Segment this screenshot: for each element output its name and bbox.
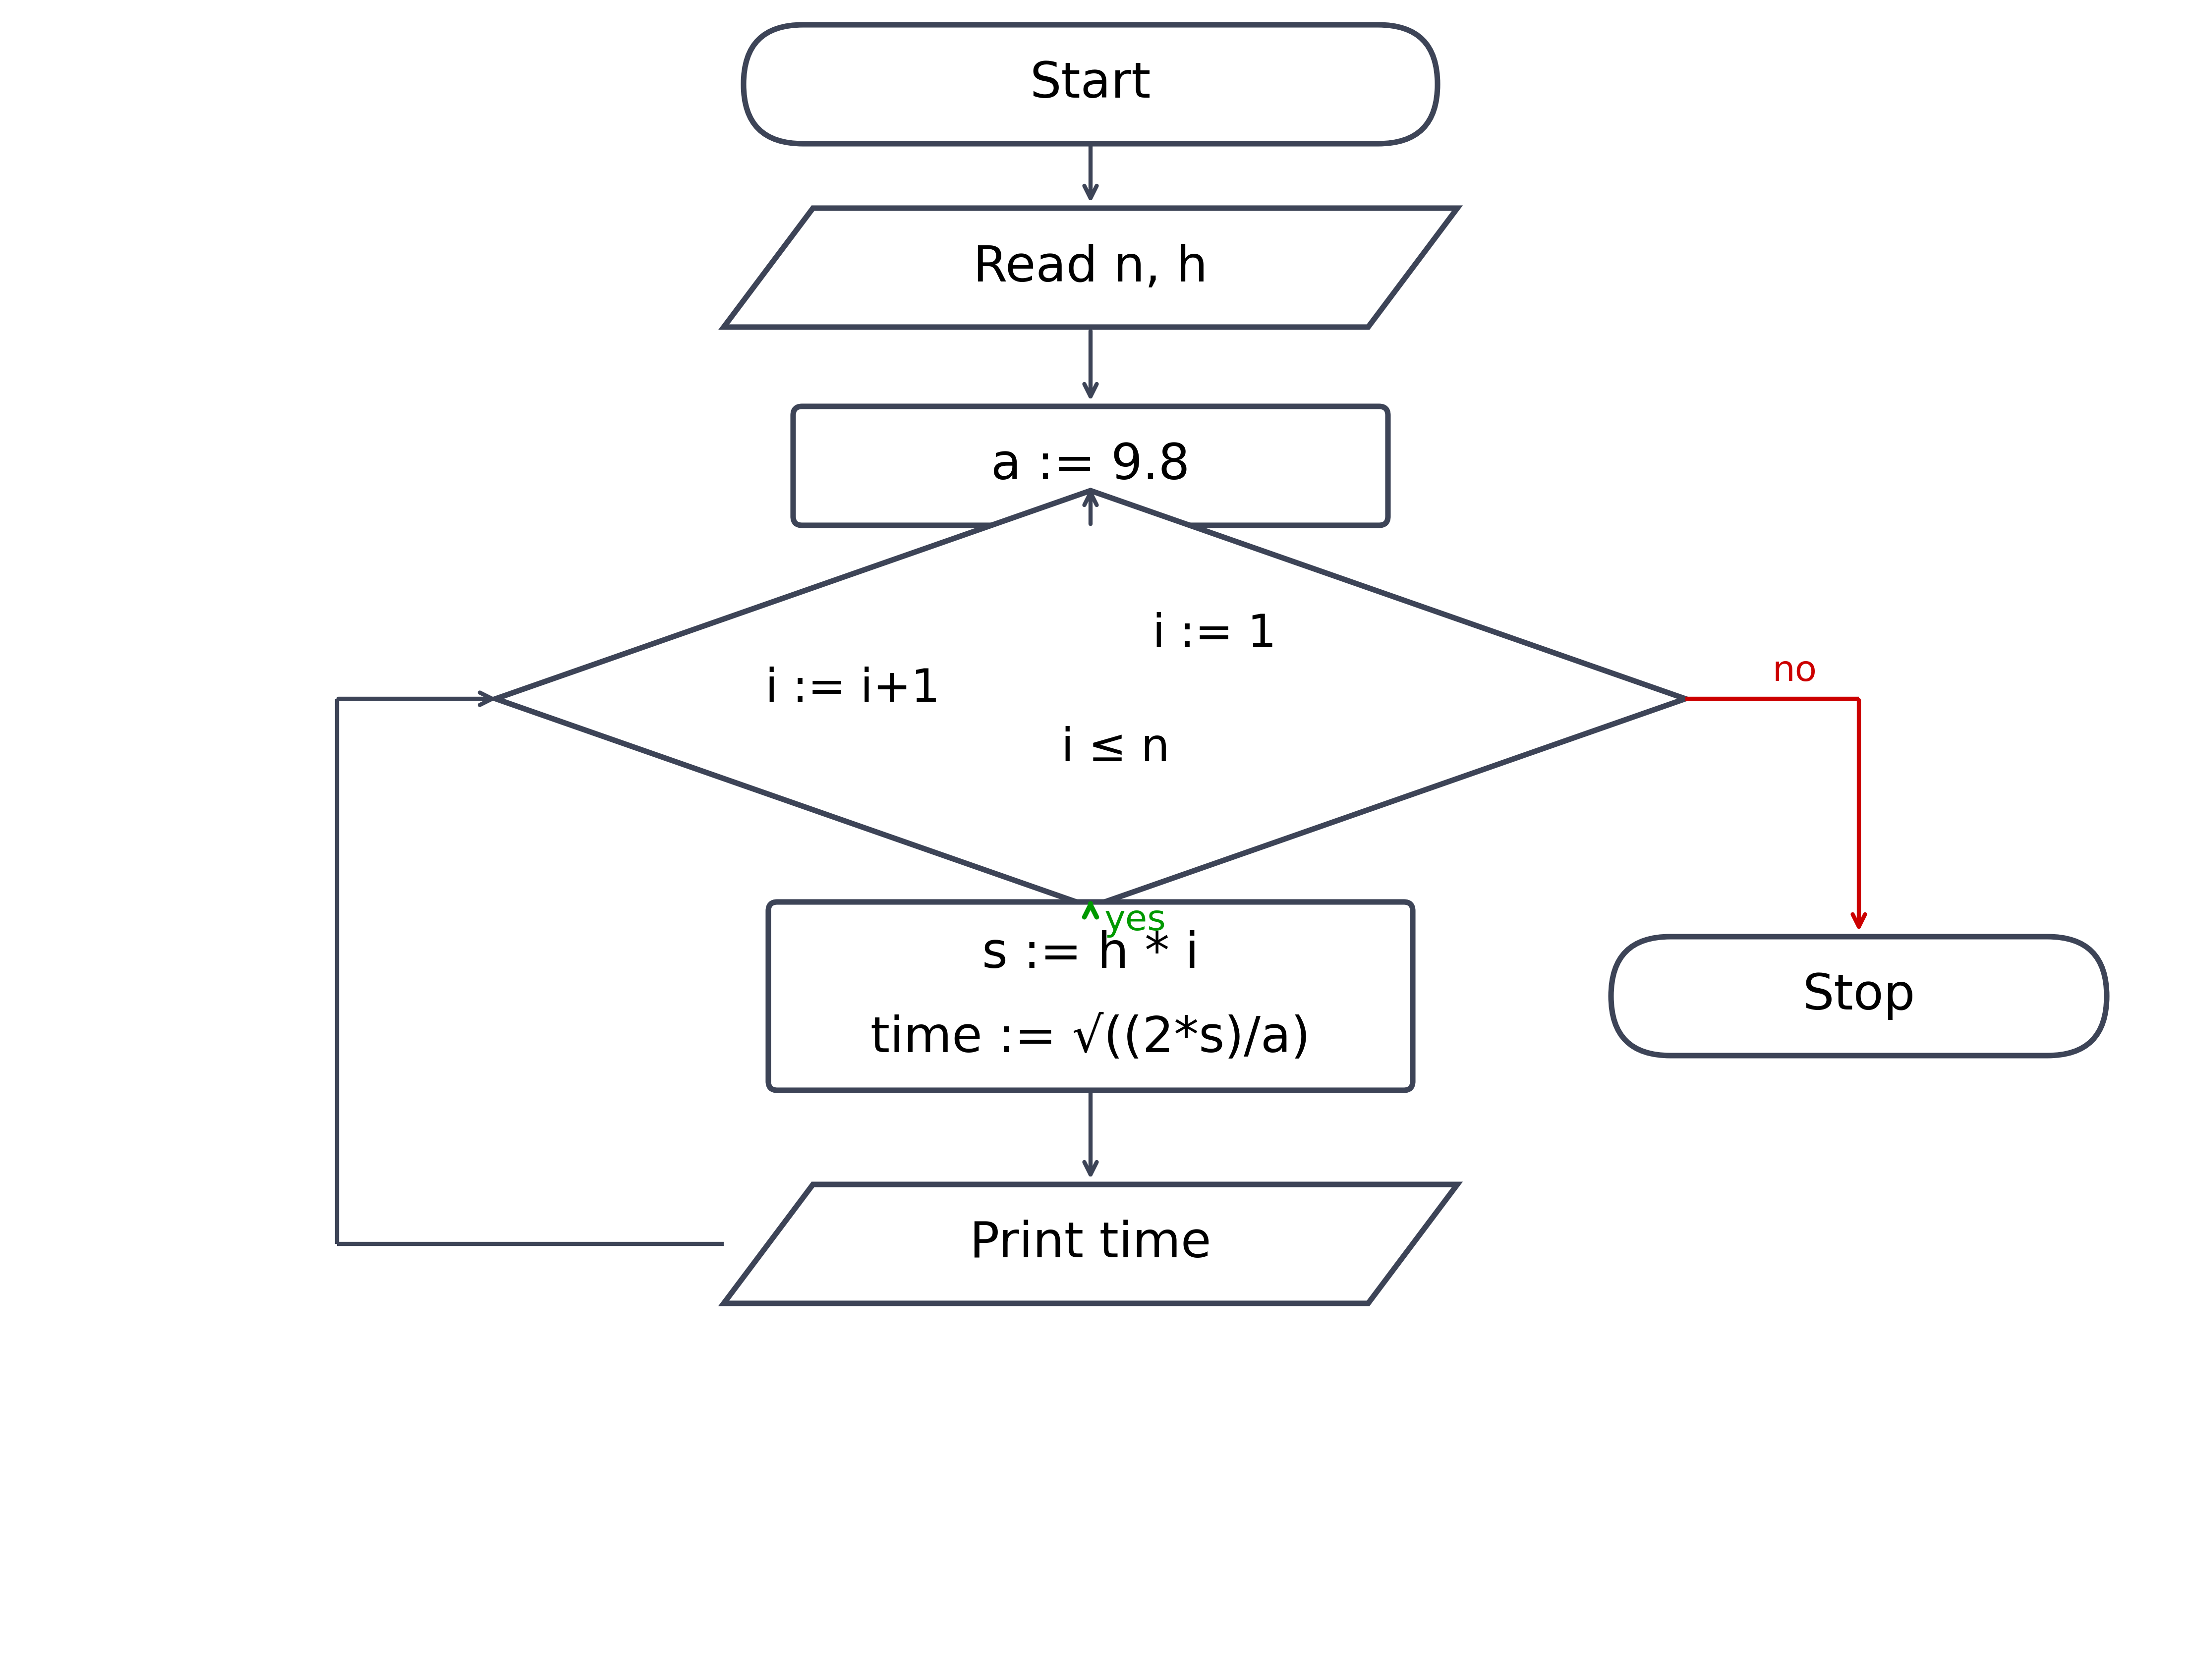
Polygon shape	[725, 208, 1458, 328]
Text: Start: Start	[1031, 60, 1151, 108]
FancyBboxPatch shape	[744, 25, 1438, 144]
FancyBboxPatch shape	[1611, 937, 2106, 1055]
Text: Read n, h: Read n, h	[974, 244, 1208, 292]
Text: i ≤ n: i ≤ n	[1062, 726, 1169, 771]
FancyBboxPatch shape	[768, 902, 1412, 1090]
Text: Print time: Print time	[970, 1220, 1211, 1268]
Polygon shape	[495, 491, 1686, 907]
Text: i := 1: i := 1	[1151, 612, 1276, 657]
Text: a := 9.8: a := 9.8	[992, 442, 1191, 491]
FancyBboxPatch shape	[792, 407, 1388, 526]
Text: yes: yes	[1103, 904, 1167, 937]
Text: Stop: Stop	[1802, 973, 1915, 1020]
Text: i := i+1: i := i+1	[766, 667, 939, 711]
Polygon shape	[725, 1184, 1458, 1304]
Text: s := h * i: s := h * i	[983, 931, 1200, 978]
Text: time := √((2*s)/a): time := √((2*s)/a)	[871, 1015, 1311, 1062]
Text: no: no	[1773, 655, 1817, 689]
